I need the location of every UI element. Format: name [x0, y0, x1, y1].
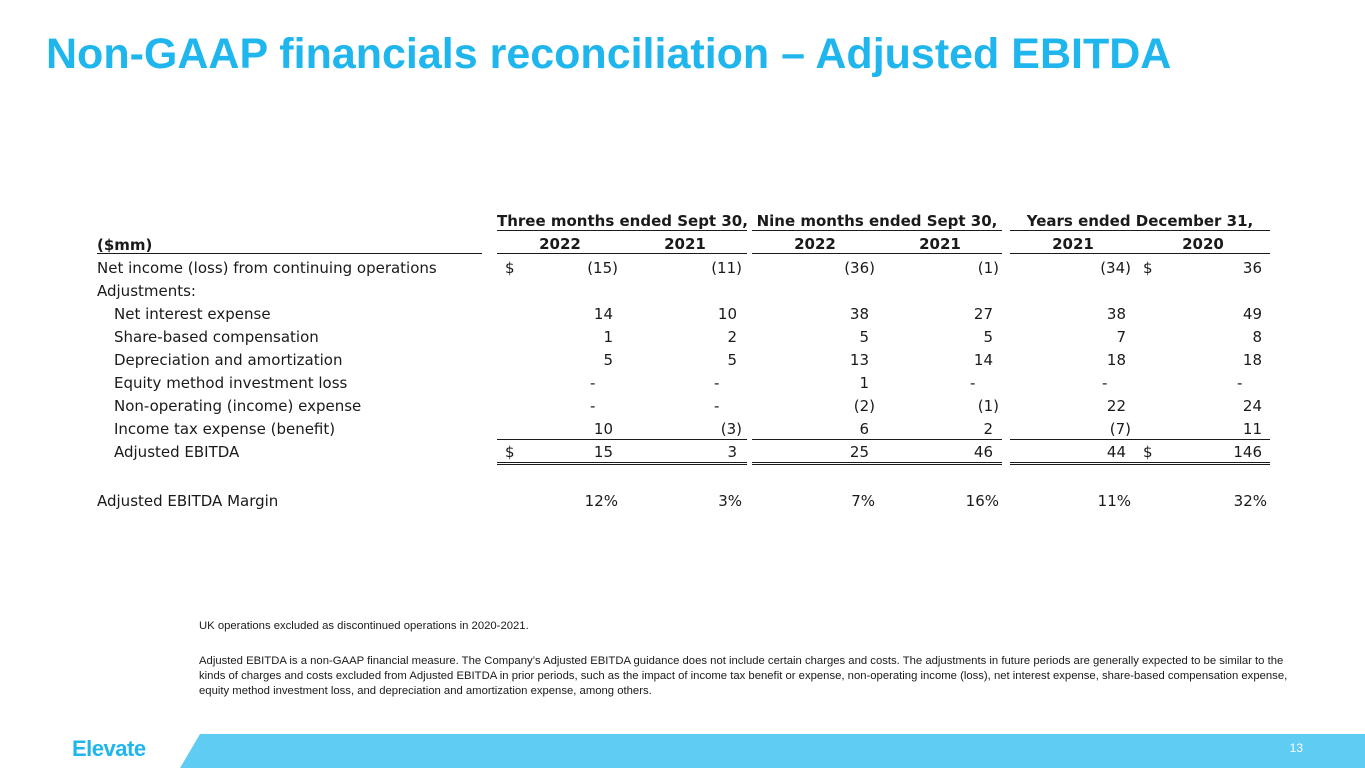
group-header-years: Years ended December 31,: [1026, 212, 1254, 230]
footnote-non-gaap-definition: Adjusted EBITDA is a non-GAAP financial …: [199, 655, 1288, 697]
table-cell: 7: [1116, 328, 1126, 346]
table-cell: -: [1237, 374, 1243, 392]
table-cell: 36: [1242, 259, 1262, 277]
year-header: 2021: [1052, 235, 1094, 253]
total-double-rule: [497, 462, 747, 465]
unit-label: ($mm): [97, 236, 153, 254]
table-cell: -: [590, 374, 596, 392]
group-rule: [752, 230, 1002, 231]
currency-symbol: $: [505, 259, 515, 277]
group-header-nine-months: Nine months ended Sept 30,: [756, 212, 998, 230]
subtotal-rule: [752, 439, 1002, 440]
table-cell: 14: [593, 305, 613, 323]
page-title: Non-GAAP financials reconciliation – Adj…: [46, 30, 1172, 78]
group-rule: [497, 230, 747, 231]
table-cell: 32%: [1233, 492, 1267, 510]
table-cell: 5: [983, 328, 993, 346]
currency-symbol: $: [505, 443, 515, 461]
table-cell: (1): [977, 397, 999, 415]
table-cell: 27: [973, 305, 993, 323]
table-cell: 49: [1242, 305, 1262, 323]
table-cell: 11: [1242, 420, 1262, 438]
footer-bar: [180, 734, 1365, 768]
total-double-rule: [1010, 462, 1270, 465]
table-cell: 14: [973, 351, 993, 369]
row-label: Net income (loss) from continuing operat…: [97, 259, 437, 277]
table-cell: 1: [603, 328, 613, 346]
currency-symbol: $: [1143, 443, 1153, 461]
table-cell: 44: [1106, 443, 1126, 461]
table-cell: (11): [711, 259, 742, 277]
year-header: 2020: [1182, 235, 1224, 253]
row-label: Income tax expense (benefit): [114, 420, 336, 438]
table-cell: 18: [1242, 351, 1262, 369]
footnote-discontinued-ops: UK operations excluded as discontinued o…: [199, 620, 529, 632]
row-label: Non-operating (income) expense: [114, 397, 362, 415]
table-cell: 5: [603, 351, 613, 369]
table-cell: (34): [1100, 259, 1131, 277]
reconciliation-table: Three months ended Sept 30, Nine months …: [97, 212, 1270, 510]
table-cell: 7%: [851, 492, 875, 510]
group-rule: [1010, 230, 1270, 231]
table-cell: 24: [1242, 397, 1262, 415]
table-cell: 12%: [584, 492, 618, 510]
header-rule: [752, 253, 1002, 254]
group-header-three-months: Three months ended Sept 30,: [497, 212, 748, 230]
subtotal-rule: [1010, 439, 1270, 440]
table-cell: 5: [727, 351, 737, 369]
year-header: 2022: [539, 235, 581, 253]
table-cell: 15: [593, 443, 613, 461]
subtotal-rule: [497, 439, 747, 440]
table-cell: 8: [1252, 328, 1262, 346]
row-label: Net interest expense: [114, 305, 271, 323]
table-cell: 146: [1233, 443, 1262, 461]
table-cell: 18: [1106, 351, 1126, 369]
year-header: 2021: [919, 235, 961, 253]
table-cell: 5: [859, 328, 869, 346]
table-cell: 25: [849, 443, 869, 461]
table-cell: (1): [977, 259, 999, 277]
company-logo: Elevate: [72, 736, 146, 761]
table-cell: 16%: [965, 492, 999, 510]
row-label: Adjusted EBITDA Margin: [97, 492, 279, 510]
table-cell: (36): [844, 259, 875, 277]
table-cell: 10: [717, 305, 737, 323]
table-cell: 3%: [718, 492, 742, 510]
page-number: 13: [1289, 741, 1303, 755]
table-cell: -: [714, 397, 720, 415]
table-cell: 38: [849, 305, 869, 323]
table-cell: 2: [983, 420, 993, 438]
table-cell: 46: [973, 443, 993, 461]
year-header: 2022: [794, 235, 836, 253]
header-rule: [1010, 253, 1270, 254]
table-cell: 22: [1106, 397, 1126, 415]
row-label: Equity method investment loss: [114, 374, 348, 392]
table-cell: -: [590, 397, 596, 415]
row-label: Adjustments:: [97, 282, 196, 300]
table-cell: -: [714, 374, 720, 392]
currency-symbol: $: [1143, 259, 1153, 277]
row-label: Depreciation and amortization: [114, 351, 343, 369]
total-double-rule: [752, 462, 1002, 465]
table-cell: 6: [859, 420, 869, 438]
table-cell: 3: [727, 443, 737, 461]
table-cell: (2): [853, 397, 875, 415]
table-cell: (15): [587, 259, 618, 277]
header-rule: [97, 253, 482, 254]
table-cell: 38: [1106, 305, 1126, 323]
table-cell: 10: [593, 420, 613, 438]
table-cell: -: [970, 374, 976, 392]
table-cell: -: [1102, 374, 1108, 392]
year-header: 2021: [664, 235, 706, 253]
row-label: Share-based compensation: [114, 328, 319, 346]
row-label: Adjusted EBITDA: [114, 443, 240, 461]
table-cell: 1: [859, 374, 869, 392]
table-cell: (7): [1109, 420, 1131, 438]
table-cell: 11%: [1097, 492, 1131, 510]
table-cell: 2: [727, 328, 737, 346]
header-rule: [497, 253, 747, 254]
table-cell: 13: [849, 351, 869, 369]
table-cell: (3): [720, 420, 742, 438]
